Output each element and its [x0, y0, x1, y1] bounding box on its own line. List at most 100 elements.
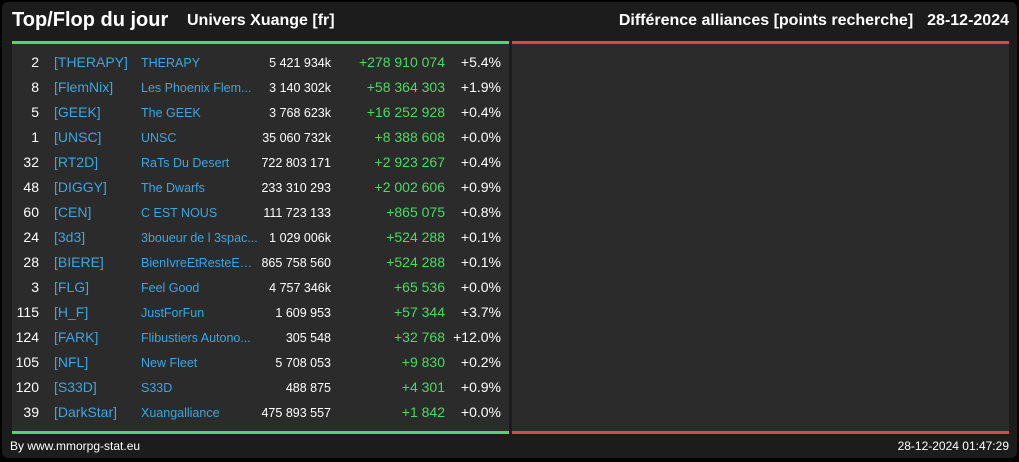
- alliance-rank: 39: [23, 404, 39, 420]
- alliance-tag-link[interactable]: [FLG]: [54, 279, 90, 295]
- points-difference: +524 288: [386, 254, 445, 270]
- alliance-tag-link[interactable]: [FARK]: [54, 329, 99, 345]
- alliance-name-link[interactable]: RaTs Du Desert: [141, 156, 230, 170]
- alliance-rank: 60: [23, 204, 39, 220]
- alliance-rank: 1: [31, 129, 39, 145]
- table-row: 8 [FlemNix] Les Phoenix Flem... 3 140 302k +…: [12, 76, 509, 101]
- percent-change: +0.8%: [460, 204, 501, 220]
- points-difference: +58 364 303: [366, 79, 445, 95]
- alliance-name-link[interactable]: Les Phoenix Flem...: [141, 81, 252, 95]
- alliance-rank: 8: [31, 79, 39, 95]
- header-right: Différence alliances [points recherche] 2…: [619, 12, 1009, 30]
- alliance-name-link[interactable]: Flibustiers Autono...: [141, 331, 251, 345]
- percent-change: +12.0%: [453, 329, 501, 345]
- table-row: 3 [FLG] Feel Good 4 757 346k +65 536 +0.0%: [12, 276, 509, 301]
- flop-panel: [512, 44, 1009, 431]
- percent-change: +0.9%: [460, 179, 501, 195]
- percent-change: +0.9%: [460, 379, 501, 395]
- alliance-points: 488 875: [285, 381, 331, 395]
- points-difference: +65 536: [394, 279, 445, 295]
- percent-change: +5.4%: [460, 54, 501, 70]
- percent-change: +0.4%: [460, 154, 501, 170]
- alliance-rank: 28: [23, 254, 39, 270]
- alliance-points: 722 803 171: [261, 156, 331, 170]
- points-difference: +4 301: [401, 379, 445, 395]
- percent-change: +1.9%: [460, 79, 501, 95]
- alliance-rank: 115: [16, 304, 39, 320]
- bottom-divider-red: [512, 431, 1009, 434]
- percent-change: +0.1%: [460, 254, 501, 270]
- alliance-name-link[interactable]: The GEEK: [141, 106, 201, 120]
- alliance-rank: 32: [23, 154, 39, 170]
- alliance-name-link[interactable]: S33D: [141, 381, 173, 395]
- percent-change: +3.7%: [460, 304, 501, 320]
- alliance-name-link[interactable]: The Dwarfs: [141, 181, 205, 195]
- alliance-tag-link[interactable]: [BIERE]: [54, 254, 104, 270]
- table-row: 60 [CEN] C EST NOUS 111 723 133 +865 075 +0.8…: [12, 201, 509, 226]
- top-list: 2 [THERAPY] THERAPY 5 421 934k +278 910 074 +…: [12, 51, 509, 426]
- percent-change: +0.0%: [460, 404, 501, 420]
- points-difference: +16 252 928: [366, 104, 445, 120]
- page-title: Top/Flop du jour: [12, 9, 169, 31]
- alliance-tag-link[interactable]: [NFL]: [54, 354, 89, 370]
- alliance-tag-link[interactable]: [DarkStar]: [54, 404, 118, 420]
- alliance-tag-link[interactable]: [FlemNix]: [54, 79, 114, 95]
- points-difference: +1 842: [401, 404, 445, 420]
- table-row: 115 [H_F] JustForFun 1 609 953 +57 344 +3.7%: [12, 301, 509, 326]
- alliance-name-link[interactable]: 3boueur de l 3spac...: [141, 231, 258, 245]
- alliance-points: 5 421 934k: [269, 56, 331, 70]
- alliance-tag-link[interactable]: [DIGGY]: [54, 179, 107, 195]
- alliance-points: 5 708 053: [275, 356, 331, 370]
- alliance-name-link[interactable]: JustForFun: [141, 306, 205, 320]
- top-panel: 2 [THERAPY] THERAPY 5 421 934k +278 910 074 +…: [12, 44, 509, 431]
- alliance-rank: 24: [23, 229, 39, 245]
- alliance-name-link[interactable]: UNSC: [141, 131, 177, 145]
- table-row: 120 [S33D] S33D 488 875 +4 301 +0.9%: [12, 376, 509, 401]
- table-row: 24 [3d3] 3boueur de l 3spac... 1 029 006k +5…: [12, 226, 509, 251]
- bottom-divider-green: [12, 431, 509, 434]
- table-row: 124 [FARK] Flibustiers Autono... 305 548 +32…: [12, 326, 509, 351]
- alliance-points: 1 029 006k: [269, 231, 331, 245]
- percent-change: +0.2%: [460, 354, 501, 370]
- points-difference: +524 288: [386, 229, 445, 245]
- alliance-name-link[interactable]: C EST NOUS: [141, 206, 218, 220]
- alliance-tag-link[interactable]: [THERAPY]: [54, 54, 128, 70]
- alliance-tag-link[interactable]: [UNSC]: [54, 129, 102, 145]
- alliance-name-link[interactable]: Feel Good: [141, 281, 200, 295]
- top-divider-red: [512, 41, 1009, 44]
- alliance-tag-link[interactable]: [GEEK]: [54, 104, 101, 120]
- alliance-name-link[interactable]: Xuangalliance: [141, 406, 220, 420]
- points-difference: +2 002 606: [374, 179, 445, 195]
- alliance-name-link[interactable]: BienIvreEtResteEC...: [141, 256, 259, 270]
- alliance-points: 475 893 557: [261, 406, 331, 420]
- alliance-tag-link[interactable]: [RT2D]: [54, 154, 99, 170]
- alliance-tag-link[interactable]: [H_F]: [54, 304, 89, 320]
- table-row: 105 [NFL] New Fleet 5 708 053 +9 830 +0.2%: [12, 351, 509, 376]
- alliance-name-link[interactable]: New Fleet: [141, 356, 198, 370]
- alliance-rank: 120: [15, 379, 39, 395]
- alliance-tag-link[interactable]: [CEN]: [54, 204, 92, 220]
- alliance-tag-link[interactable]: [3d3]: [54, 229, 86, 245]
- alliance-rank: 5: [31, 104, 39, 120]
- table-row: 48 [DIGGY] The Dwarfs 233 310 293 +2 002 606…: [12, 176, 509, 201]
- alliance-points: 865 758 560: [261, 256, 331, 270]
- alliance-name-link[interactable]: THERAPY: [141, 56, 201, 70]
- alliance-points: 233 310 293: [261, 181, 331, 195]
- alliance-rank: 3: [31, 279, 39, 295]
- points-difference: +57 344: [394, 304, 445, 320]
- alliance-points: 111 723 133: [263, 206, 331, 220]
- alliance-points: 3 768 623k: [269, 106, 331, 120]
- header-date: 28-12-2024: [927, 12, 1009, 29]
- alliance-rank: 2: [31, 54, 39, 70]
- alliance-points: 35 060 732k: [262, 131, 331, 145]
- points-difference: +2 923 267: [374, 154, 445, 170]
- alliance-tag-link[interactable]: [S33D]: [54, 379, 97, 395]
- alliance-points: 4 757 346k: [269, 281, 331, 295]
- timestamp: 28-12-2024 01:47:29: [897, 439, 1009, 453]
- universe-label: Univers Xuange [fr]: [187, 12, 335, 29]
- points-difference: +278 910 074: [358, 54, 445, 70]
- metric-label: Différence alliances [points recherche]: [618, 12, 914, 29]
- alliance-rank: 48: [23, 179, 39, 195]
- alliance-points: 305 548: [285, 331, 331, 345]
- points-difference: +865 075: [386, 204, 445, 220]
